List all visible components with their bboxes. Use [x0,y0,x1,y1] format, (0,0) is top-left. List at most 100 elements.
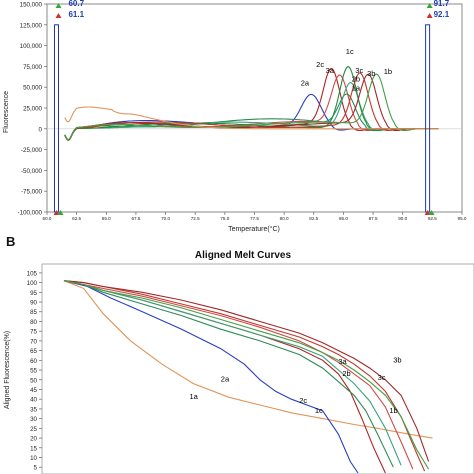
series-label-b: 2a [221,375,230,384]
marker-triangle-green-icon [57,210,64,215]
x-tick-label-a: 60.0 [43,216,52,221]
y-tick-label-a: 150,000 [20,2,43,9]
x-tick-label-a: 90.0 [398,216,407,221]
y-tick-label-b: 5 [34,465,38,472]
x-tick-label-a: 95.0 [458,216,467,221]
aligned-melt-chart: B Aligned Melt Curves 105100959085807570… [4,234,474,474]
y-axis-label-a: Fluorescence [3,91,10,133]
y-tick-label-b: 95 [30,290,37,297]
series-label-a: 1c [346,47,354,56]
marker-triangle-red-icon [55,13,62,18]
x-tick-label-a: 82.5 [309,216,318,221]
melt-curve [64,73,439,141]
series-label-b: 2b [342,369,350,378]
melt-curve [64,73,439,141]
y-tick-label-a: 75,000 [23,64,42,71]
y-axis-a: 150,000 125,000 100,000 75,000 50,000 25,000 0… [18,2,47,217]
y-tick-label-b: 40 [30,397,37,404]
marker-triangle-red-icon [53,210,60,215]
y-tick-label-b: 15 [30,445,37,452]
y-tick-label-b: 90 [30,300,37,307]
melt-curve [64,106,439,130]
y-tick-label-a: 100,000 [20,43,43,50]
x-tick-label-a: 92.5 [428,216,437,221]
series-label-a: 1b [384,67,392,76]
y-tick-label-a: 125,000 [20,22,43,29]
marker-value-label: 60.7 [68,0,84,8]
y-tick-label-b: 65 [30,348,37,355]
aligned-curve [63,280,394,468]
x-tick-label-a: 72.5 [191,216,200,221]
y-tick-label-b: 80 [30,319,37,326]
panel-label-b: B [6,234,15,249]
marker-triangle-red-icon [424,210,431,215]
marker-value-label: 92.1 [434,10,450,19]
y-tick-label-b: 55 [30,368,37,375]
plot-frame-a [46,3,463,213]
series-label-a: 3a [326,66,335,75]
series-label-a: 2c [316,60,324,69]
series-group-b [63,280,433,474]
y-tick-label-a: -50,000 [21,168,43,175]
x-tick-label-a: 77.5 [250,216,259,221]
x-tick-label-a: 62.5 [72,216,81,221]
y-tick-label-b: 30 [30,416,37,423]
marker-triangle-green-icon [426,3,433,8]
y-tick-label-a: 50,000 [23,85,42,92]
y-tick-label-a: -75,000 [21,189,43,196]
marker-group: 60.7 61.1 91.7 92.1 [53,0,450,215]
series-label-a: 1a [352,84,361,93]
marker-triangle-green-icon [55,3,62,8]
y-tick-label-b: 100 [27,280,38,287]
series-label-b: 3a [338,357,347,366]
y-axis-label-b: Aligned Fluorescence(%) [4,331,11,409]
y-tick-label-a: -100,000 [18,210,43,217]
series-label-b: 1a [189,392,198,401]
melt-peak-chart: 150,000 125,000 100,000 75,000 50,000 25,000 0… [3,0,467,233]
marker-triangle-green-icon [428,210,435,215]
series-label-a: 2a [301,79,310,88]
aligned-curve [63,280,359,474]
y-tick-label-a: 25,000 [23,106,42,113]
x-tick-label-a: 87.5 [369,216,378,221]
y-tick-label-b: 85 [30,309,37,316]
aligned-curve [63,280,426,472]
y-tick-label-b: 105 [27,270,38,277]
x-tick-label-a: 80.0 [280,216,289,221]
y-tick-label-b: 35 [30,406,37,413]
x-axis-a: 60.0 62.5 65.0 67.5 70.0 72.5 75.0 77.5 80.0 82.5… [43,212,467,221]
series-label-b: 2c [299,396,307,405]
x-tick-label-a: 75.0 [220,216,229,221]
marker-value-label: 91.7 [434,0,450,8]
y-tick-label-b: 70 [30,338,37,345]
series-label-b: 3b [393,355,401,364]
series-label-b: 1c [315,406,323,415]
x-tick-label-a: 67.5 [131,216,140,221]
x-axis-label-a: Temperature(°C) [228,225,280,233]
series-label-a: 3c [355,66,363,75]
y-tick-label-b: 50 [30,377,37,384]
y-tick-label-b: 45 [30,387,37,394]
series-label-b: 3c [378,373,386,382]
series-group-a [64,65,439,141]
y-tick-label-b: 20 [30,436,37,443]
marker-triangle-red-icon [426,13,433,18]
y-axis-b: 1051009590858075706560555045403530252015… [27,270,42,472]
aligned-curve [63,280,414,470]
x-tick-label-a: 85.0 [339,216,348,221]
y-tick-label-b: 10 [30,455,37,462]
series-label-a: 2b [352,74,360,83]
series-label-b: 1b [389,406,397,415]
x-tick-label-a: 65.0 [102,216,111,221]
marker-value-label: 61.1 [68,10,84,19]
aligned-curve [63,280,430,462]
y-tick-label-a: -25,000 [21,147,43,154]
series-label-a: 3b [367,69,375,78]
aligned-curve [63,280,433,439]
series-labels-b: 1a 2a 2c 1c 2b 3a 3c 3b 1b [189,355,401,415]
y-tick-label-b: 25 [30,426,37,433]
x-tick-label-a: 70.0 [161,216,170,221]
aligned-curve [63,280,430,470]
